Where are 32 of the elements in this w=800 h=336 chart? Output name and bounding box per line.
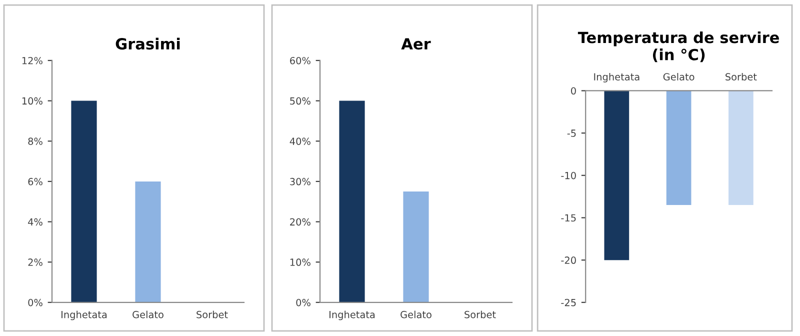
x-tick-label: Inghetata — [62, 310, 107, 320]
y-tick-label: 20% — [290, 218, 310, 226]
y-tick-label: -10 — [561, 172, 576, 180]
chart-title: Aer — [401, 38, 431, 50]
x-tick-label: Sorbet — [196, 310, 228, 318]
y-tick-label: -15 — [561, 214, 576, 222]
y-tick-label: 10% — [290, 258, 310, 266]
y-tick-label: 40% — [290, 138, 310, 145]
y-tick-label: 10% — [22, 97, 42, 105]
x-tick-label: Gelato — [663, 72, 694, 81]
x-tick-label: Inghetata — [594, 72, 640, 82]
y-tick-label: -20 — [561, 256, 576, 264]
y-tick-label: 2% — [28, 258, 42, 266]
y-tick-label: 4% — [28, 218, 42, 226]
x-tick-label: Sorbet — [726, 72, 757, 81]
y-tick-label: 8% — [28, 138, 42, 145]
y-tick-label: -5 — [567, 130, 576, 137]
chart-title: Grasimi — [116, 38, 180, 50]
y-tick-label: 30% — [290, 178, 310, 186]
x-tick-label: Sorbet — [464, 310, 496, 318]
x-tick-label: Gelato — [132, 310, 164, 318]
y-tick-label: 0% — [28, 298, 42, 306]
y-tick-label: 6% — [28, 178, 42, 186]
y-tick-label: 60% — [290, 56, 310, 64]
chart-title: Temperatura de servire (in °C) — [578, 31, 779, 62]
y-tick-label: 0 — [571, 87, 576, 95]
x-tick-label: Inghetata — [330, 310, 375, 320]
y-tick-label: 50% — [290, 97, 310, 105]
y-tick-label: -25 — [561, 298, 576, 306]
y-tick-label: 0% — [296, 298, 310, 306]
y-tick-label: 12% — [22, 56, 42, 64]
x-tick-label: Gelato — [400, 310, 432, 318]
